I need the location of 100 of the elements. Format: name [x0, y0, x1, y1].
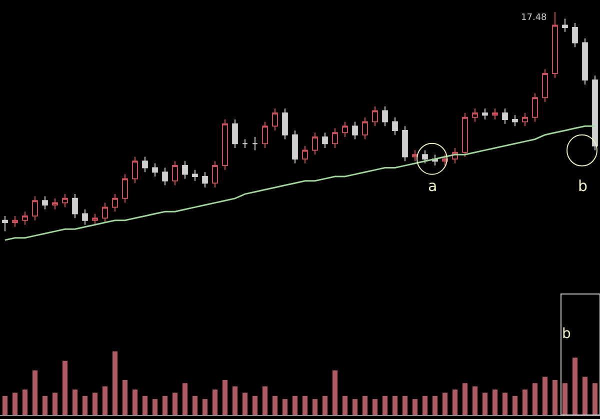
bar [162, 396, 168, 415]
candlestick [552, 12, 558, 78]
bar [32, 370, 38, 415]
bar [192, 396, 198, 415]
annotation: b [578, 177, 588, 195]
bar [122, 380, 128, 415]
bar [522, 390, 528, 415]
bar [402, 396, 408, 415]
bar [382, 396, 388, 415]
bar [212, 390, 218, 415]
bar [512, 396, 518, 415]
bar [112, 351, 118, 415]
candlestick [322, 132, 328, 149]
text: b [562, 326, 571, 342]
bar [452, 390, 458, 415]
candlestick [272, 108, 278, 131]
bar [482, 392, 488, 415]
candlestick [262, 121, 268, 149]
bar [552, 380, 558, 415]
candlestick [562, 18, 568, 32]
candlestick [252, 136, 258, 151]
bar [352, 399, 358, 415]
bar [2, 396, 8, 415]
annotation: 17.48 [521, 13, 548, 23]
candlestick [222, 119, 228, 170]
bar [572, 358, 578, 415]
candlestick [12, 215, 18, 228]
bar [262, 386, 268, 415]
candlestick [542, 68, 548, 102]
bar [182, 383, 188, 415]
candlestick [572, 22, 578, 48]
bar [282, 399, 288, 415]
candlestick [492, 108, 498, 120]
bar [542, 376, 548, 415]
candlestick [462, 112, 468, 158]
bar [342, 396, 348, 415]
candlestick [122, 174, 128, 204]
bar [442, 392, 448, 415]
bar [72, 390, 78, 415]
bar [42, 396, 48, 415]
bar [132, 390, 138, 415]
bar [362, 396, 368, 415]
candlestick [42, 196, 48, 210]
bar [412, 399, 418, 415]
candlestick [362, 116, 368, 140]
candlestick [342, 121, 348, 138]
bar [372, 399, 378, 415]
bar [142, 396, 148, 415]
candlestick [312, 132, 318, 156]
candlestick [332, 128, 338, 149]
bar [422, 396, 428, 415]
annotation: a [428, 177, 438, 195]
candlestick [112, 194, 118, 212]
candlestick [192, 169, 198, 182]
bar [52, 392, 58, 415]
candlestick [282, 108, 288, 140]
candlestick [2, 215, 8, 232]
bar [102, 386, 108, 415]
candlestick [162, 167, 168, 186]
candlestick [152, 162, 158, 178]
candlestick [382, 106, 388, 127]
candlestick [592, 75, 598, 151]
candlestick [502, 108, 508, 124]
bar [152, 399, 158, 415]
candlestick [292, 130, 298, 164]
bar [392, 396, 398, 415]
candlestick [202, 172, 208, 188]
candlestick [242, 138, 248, 149]
candlestick [22, 211, 28, 226]
bar [232, 386, 238, 415]
bar [302, 396, 308, 415]
bar [592, 383, 598, 415]
candlestick [402, 126, 408, 162]
bar [502, 392, 508, 415]
candlestick [392, 116, 398, 136]
candlestick [232, 119, 238, 149]
candlestick [52, 198, 58, 210]
bar [292, 396, 298, 415]
candlestick [72, 194, 78, 219]
candlestick [212, 160, 218, 188]
bar [562, 383, 568, 415]
bar [322, 396, 328, 415]
bar [532, 383, 538, 415]
bar [472, 386, 478, 415]
candlestick [352, 121, 358, 140]
candlestick [92, 213, 98, 226]
candlestick [102, 202, 108, 224]
candlestick [182, 160, 188, 180]
bar [62, 360, 68, 415]
candlestick [302, 145, 308, 164]
bar [82, 396, 88, 415]
bar [432, 396, 438, 415]
candlestick [132, 156, 138, 184]
bar [252, 396, 258, 415]
bar [222, 380, 228, 415]
candlestick [142, 156, 148, 173]
bar [242, 392, 248, 415]
bar [202, 399, 208, 415]
bar [462, 383, 468, 415]
candlestick [582, 38, 588, 85]
